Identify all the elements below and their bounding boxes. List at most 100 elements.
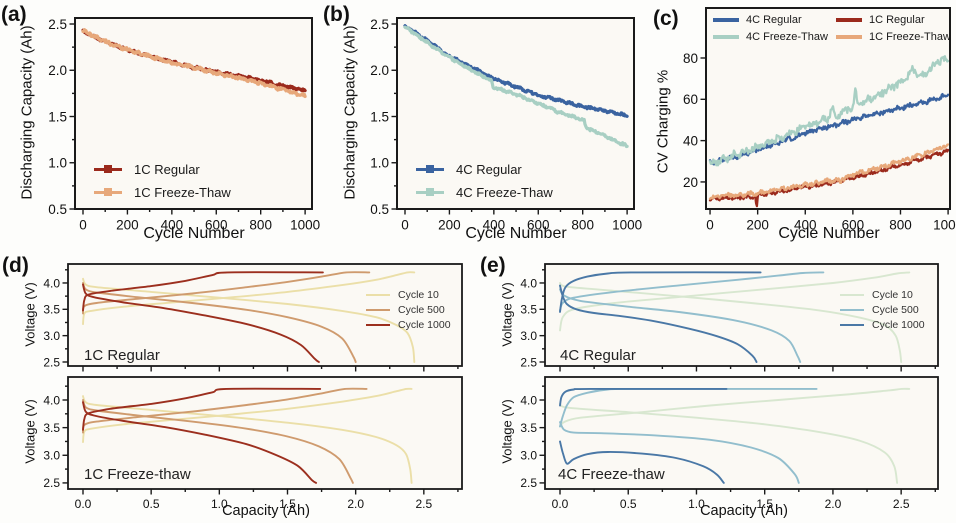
line-swatch-cycle-500-icon xyxy=(840,308,864,311)
panel-d-top-yaxis-title: Voltage (V) xyxy=(22,282,38,347)
axis-ticks xyxy=(700,57,949,215)
line-swatch-4c-freeze-thaw-icon xyxy=(416,188,444,196)
panel-a-legend: 1C Regular 1C Freeze-Thaw xyxy=(94,161,231,201)
x-tick-label: 2.5 xyxy=(415,497,432,511)
y-tick-label: 3.0 xyxy=(43,449,60,463)
legend-item-1c-regular: 1C Regular xyxy=(836,13,951,26)
y-tick-label: 2.5 xyxy=(370,17,389,32)
y-tick-label: 4.0 xyxy=(43,393,60,407)
curve-charge-cycle-500 xyxy=(82,387,368,434)
legend-item-4c-regular: 4C Regular xyxy=(713,13,828,26)
y-tick-label: 0.5 xyxy=(48,202,67,217)
y-tick-label: 3.0 xyxy=(43,329,60,343)
y-tick-label: 2.5 xyxy=(48,17,67,32)
line-swatch-1c-regular-icon xyxy=(836,17,862,22)
y-tick-label: 1.0 xyxy=(370,156,389,171)
subplot-title-1c-regular: 1C Regular xyxy=(84,347,160,364)
legend-label: 4C Regular xyxy=(456,162,522,177)
panel-c-label: (c) xyxy=(653,7,679,30)
panel-d-legend: Cycle 10 Cycle 500 Cycle 1000 xyxy=(366,288,451,331)
subplot-title-4c-regular: 4C Regular xyxy=(560,347,636,364)
y-tick-label: 4.0 xyxy=(43,276,60,290)
legend-item-4c-regular: 4C Regular xyxy=(416,161,553,178)
curve-charge-cycle-500 xyxy=(82,271,371,315)
series-1c-freeze-thaw xyxy=(81,28,307,99)
legend-label: 4C Freeze-Thaw xyxy=(746,30,828,43)
series-4c-freeze-thaw xyxy=(708,55,949,167)
panel-b-xaxis-title: Cycle Number xyxy=(465,225,567,242)
curve-charge-cycle-500 xyxy=(559,271,825,312)
x-tick-label: 2.5 xyxy=(893,497,910,511)
y-tick-label: 3.0 xyxy=(520,449,537,463)
legend-label: 1C Freeze-Thaw xyxy=(134,185,231,200)
legend-item-1c-freeze-thaw: 1C Freeze-Thaw xyxy=(836,30,951,43)
legend-item-cycle-500: Cycle 500 xyxy=(840,303,925,316)
y-tick-label: 2.5 xyxy=(43,476,60,490)
x-tick-label: 1000 xyxy=(612,218,642,233)
y-tick-label: 2.0 xyxy=(370,63,389,78)
y-tick-label: 4.0 xyxy=(520,393,537,407)
legend-label: 1C Freeze-Thaw xyxy=(869,30,951,43)
curve-charge-cycle-10 xyxy=(559,387,911,428)
legend-item-cycle-10: Cycle 10 xyxy=(840,288,925,301)
curve-charge-cycle-1000 xyxy=(82,387,322,431)
line-swatch-cycle-10-icon xyxy=(366,293,390,296)
series-1c-freeze-thaw xyxy=(708,143,949,200)
line-swatch-1c-regular-icon xyxy=(94,165,122,173)
panel-d-bottom-yaxis-title: Voltage (V) xyxy=(22,399,38,464)
panel-c-legend: 4C Regular 4C Freeze-Thaw 1C Regular 1C … xyxy=(713,13,951,43)
x-tick-label: 0.5 xyxy=(143,497,160,511)
x-tick-label: 1000 xyxy=(290,218,320,233)
legend-label: 4C Freeze-Thaw xyxy=(456,185,553,200)
subplot-title-1c-freeze-thaw: 1C Freeze-thaw xyxy=(84,466,191,483)
line-swatch-4c-regular-icon xyxy=(713,17,739,22)
curve-charge-cycle-500 xyxy=(559,387,818,428)
legend-item-4c-freeze-thaw: 4C Freeze-Thaw xyxy=(416,184,553,201)
panel-b-legend: 4C Regular 4C Freeze-Thaw xyxy=(416,161,553,201)
curve-charge-cycle-10 xyxy=(82,271,416,326)
y-tick-label: 2.5 xyxy=(520,476,537,490)
y-tick-label: 60 xyxy=(683,92,698,107)
panel-a-xaxis-title: Cycle Number xyxy=(143,225,245,242)
line-swatch-1c-freeze-thaw-icon xyxy=(836,34,862,39)
x-tick-label: 0.0 xyxy=(75,497,92,511)
y-tick-label: 3.0 xyxy=(520,329,537,343)
y-tick-label: 80 xyxy=(683,51,698,66)
legend-label: 1C Regular xyxy=(869,13,925,26)
legend-label: Cycle 1000 xyxy=(872,318,925,331)
series-1c-regular xyxy=(81,28,307,93)
y-tick-label: 0.5 xyxy=(370,202,389,217)
line-swatch-cycle-10-icon xyxy=(840,293,864,296)
y-tick-label: 2.5 xyxy=(520,355,537,369)
legend-column-4c: 4C Regular 4C Freeze-Thaw xyxy=(713,13,828,43)
panel-b-yaxis-title: Discharging Capacity (Ah) xyxy=(341,25,359,200)
series-4c-regular xyxy=(708,92,949,166)
x-tick-label: 0.0 xyxy=(552,497,569,511)
panel-a-yaxis-title: Discharging Capacity (Ah) xyxy=(18,25,36,200)
x-tick-label: 0.5 xyxy=(620,497,637,511)
panel-c-xaxis-title: Cycle Number xyxy=(778,225,880,242)
x-tick-label: 0 xyxy=(79,218,87,233)
x-tick-label: 0 xyxy=(706,218,714,233)
legend-label: 4C Regular xyxy=(746,13,802,26)
y-tick-label: 4.0 xyxy=(520,276,537,290)
panel-e-xaxis-title: Capacity (Ah) xyxy=(700,503,788,519)
panel-c-yaxis-title: CV Charging % xyxy=(654,69,672,174)
curve-charge-cycle-10 xyxy=(82,387,413,443)
panel-b-label: (b) xyxy=(323,3,350,26)
x-tick-label: 0 xyxy=(401,218,409,233)
line-swatch-4c-freeze-thaw-icon xyxy=(713,34,739,39)
panel-e-legend: Cycle 10 Cycle 500 Cycle 1000 xyxy=(840,288,925,331)
y-tick-label: 40 xyxy=(683,133,698,148)
x-tick-label: 1000 xyxy=(933,218,956,233)
legend-item-4c-freeze-thaw: 4C Freeze-Thaw xyxy=(713,30,828,43)
y-tick-label: 3.5 xyxy=(520,303,537,317)
curve-charge-cycle-1000 xyxy=(559,387,728,407)
legend-label: 1C Regular xyxy=(134,162,200,177)
